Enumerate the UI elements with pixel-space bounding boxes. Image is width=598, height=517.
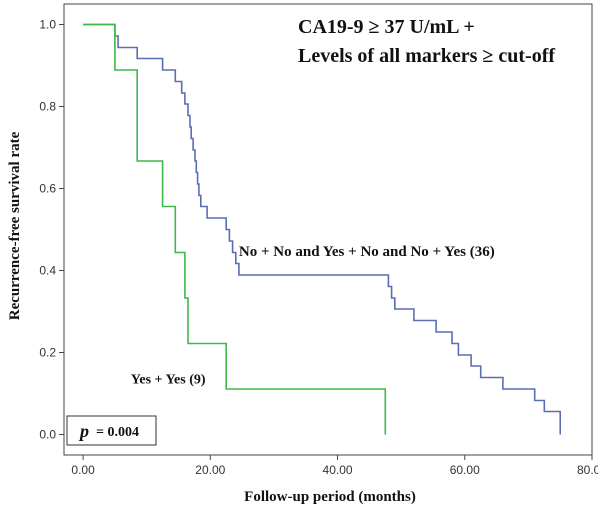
y-tick-label: 1.0 [39, 18, 56, 32]
series-line-no-groups [83, 23, 561, 435]
p-value-text: = 0.004 [96, 425, 139, 440]
x-tick-label: 60.00 [450, 463, 480, 477]
p-value-symbol: p [78, 421, 89, 441]
plot-frame [63, 3, 593, 456]
y-tick-label: 0.4 [39, 264, 56, 278]
x-tick-label: 0.00 [71, 463, 95, 477]
x-tick-label: 20.00 [195, 463, 225, 477]
axes: 0.0 0.2 0.4 0.6 0.8 1.0 0.00 20.00 40.00 60.00 80.… [39, 3, 598, 477]
x-tick-label: 80.00 [577, 463, 598, 477]
x-axis-title: Follow-up period (months) [244, 489, 416, 505]
y-tick-label: 0.6 [39, 182, 56, 196]
series-label-no-groups: No + No and Yes + No and No + Yes (36) [239, 244, 495, 260]
p-value-box: p = 0.004 [66, 415, 157, 446]
series-label-yes-yes: Yes + Yes (9) [131, 372, 206, 387]
chart-title-line-2: Levels of all markers ≥ cut-off [298, 45, 555, 67]
chart-title-line-1: CA19-9 ≥ 37 U/mL + [298, 16, 475, 38]
x-tick-label: 40.00 [323, 463, 353, 477]
y-axis-title: Recurrence-free survival rate [7, 131, 23, 320]
y-tick-label: 0.0 [39, 428, 56, 442]
y-tick-label: 0.8 [39, 100, 56, 114]
series-layer [83, 23, 561, 435]
series-line-yes-yes [83, 23, 387, 435]
y-tick-label: 0.2 [39, 346, 56, 360]
